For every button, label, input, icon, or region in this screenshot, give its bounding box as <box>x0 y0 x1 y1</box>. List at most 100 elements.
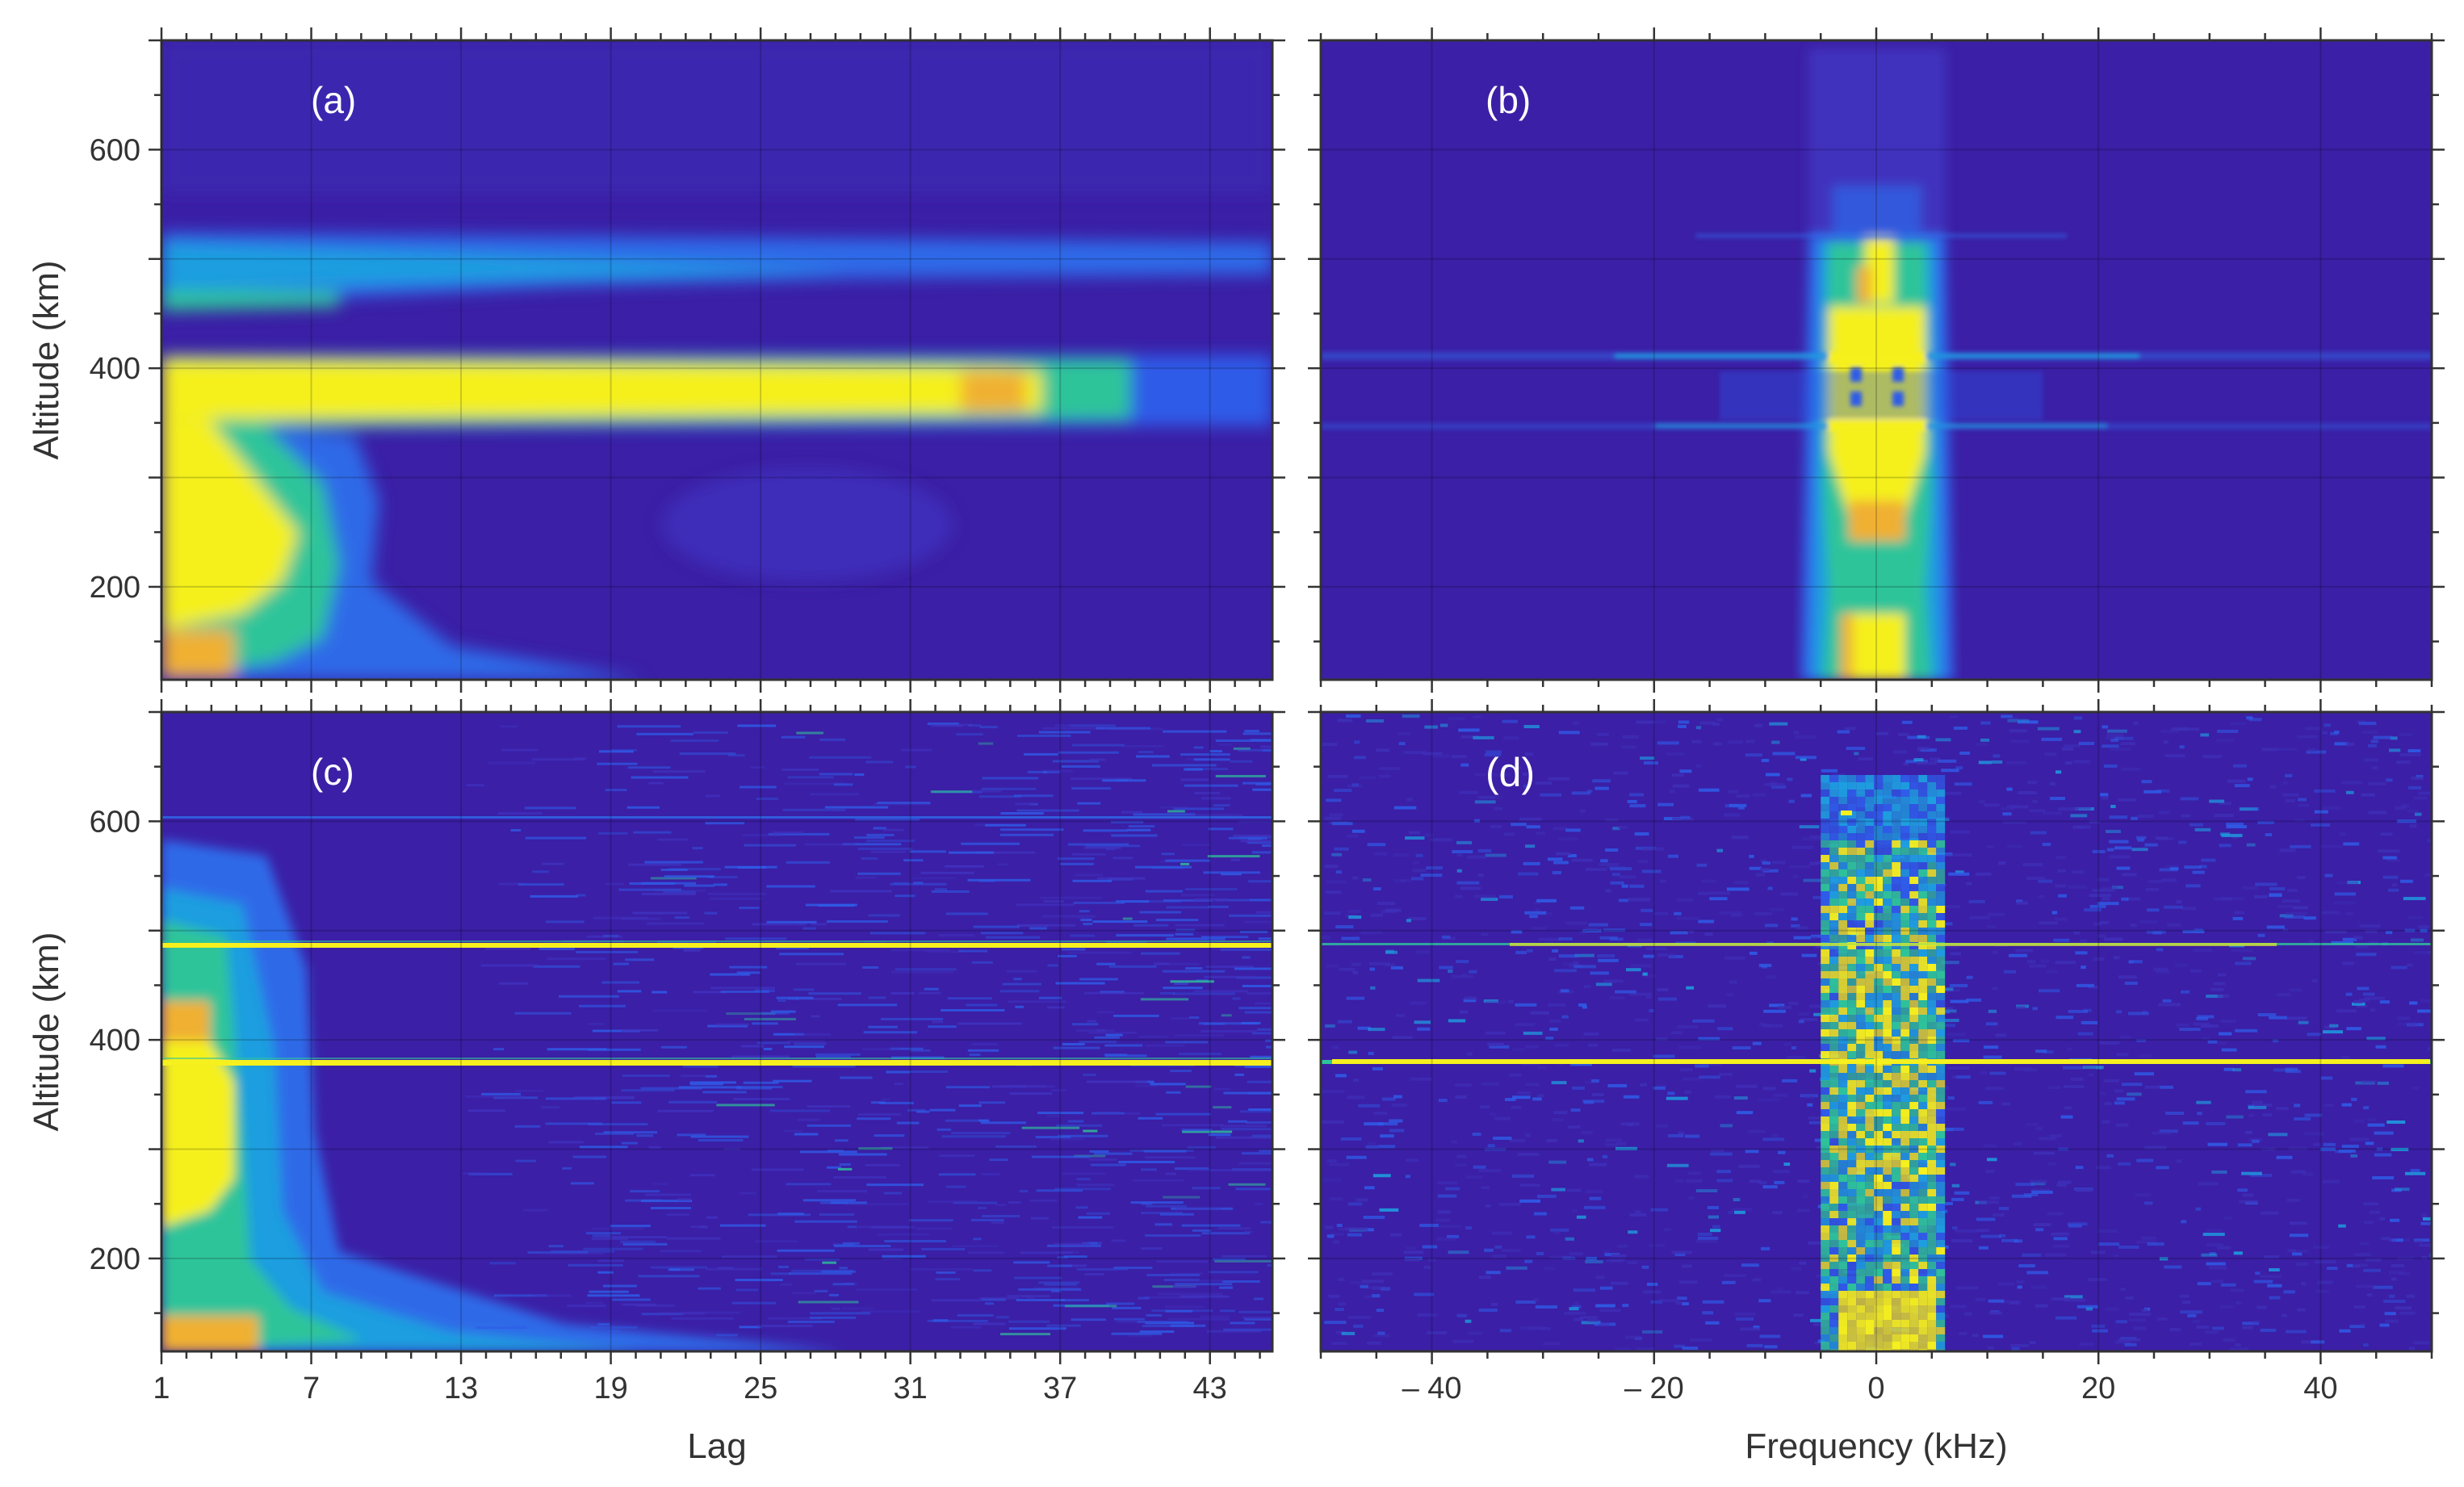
noise-streak <box>1228 1183 1266 1186</box>
noise-streak <box>890 1047 924 1050</box>
column-cell <box>1900 877 1910 884</box>
noise-streak <box>1076 1029 1116 1033</box>
noise-streak <box>1525 1045 1540 1049</box>
noise-streak <box>1063 1255 1087 1259</box>
noise-streak <box>1247 992 1272 995</box>
noise-streak <box>2227 779 2246 783</box>
noise-streak <box>1057 857 1095 861</box>
panel-d-noise <box>1321 714 2432 1351</box>
noise-streak <box>2001 1238 2018 1242</box>
noise-streak <box>1403 1250 1423 1255</box>
noise-streak <box>1978 1100 1993 1104</box>
noise-streak <box>1956 1286 1979 1290</box>
column-cell <box>1874 819 1884 826</box>
column-cell <box>1821 986 1830 993</box>
noise-streak <box>2073 730 2081 734</box>
noise-streak <box>1241 1152 1272 1155</box>
noise-streak <box>603 934 619 937</box>
noise-streak <box>2287 889 2298 893</box>
column-cell <box>1918 1066 1928 1073</box>
column-cell <box>1821 1044 1830 1051</box>
noise-streak <box>1754 723 1763 727</box>
noise-streak <box>833 783 853 786</box>
noise-streak <box>2261 1147 2277 1151</box>
noise-streak <box>2202 755 2223 759</box>
noise-streak <box>2374 1153 2392 1157</box>
column-cell <box>1909 826 1919 833</box>
noise-streak <box>1121 811 1143 814</box>
noise-streak <box>2113 956 2120 960</box>
noise-streak <box>893 882 909 885</box>
noise-streak <box>2049 781 2055 785</box>
noise-streak <box>1594 786 1609 790</box>
column-cell <box>1856 1218 1866 1225</box>
column-cell <box>1821 848 1830 855</box>
noise-streak <box>2176 1159 2182 1163</box>
x-tick-label: 0 <box>1867 1372 1884 1405</box>
noise-streak <box>690 1135 749 1138</box>
noise-streak <box>1964 1312 1972 1316</box>
noise-streak <box>2026 960 2036 964</box>
column-cell <box>1874 804 1884 811</box>
noise-streak <box>2389 1218 2400 1222</box>
noise-streak <box>1549 1019 1561 1023</box>
noise-streak <box>2389 748 2401 752</box>
noise-streak <box>1672 784 1690 788</box>
column-cell <box>1936 782 1946 790</box>
noise-streak <box>1181 1224 1241 1227</box>
column-cell <box>1821 826 1830 833</box>
noise-streak <box>2026 877 2045 881</box>
noise-streak <box>1920 748 1937 752</box>
noise-streak <box>1050 1137 1084 1141</box>
noise-streak <box>1390 966 1403 970</box>
noise-streak <box>2034 1304 2048 1308</box>
noise-streak <box>1046 1244 1101 1247</box>
column-cell <box>1892 790 1901 797</box>
noise-streak <box>1599 1309 1621 1313</box>
column-cell <box>1927 1000 1937 1007</box>
noise-streak <box>664 875 714 878</box>
noise-streak <box>2158 1003 2181 1007</box>
column-cell <box>1909 913 1919 920</box>
column-cell <box>1856 964 1866 971</box>
noise-streak <box>1696 863 1708 867</box>
noise-streak <box>1975 872 1992 876</box>
noise-streak <box>855 876 877 879</box>
column-cell <box>1918 797 1928 804</box>
noise-streak <box>786 861 830 864</box>
noise-streak <box>1553 827 1568 831</box>
noise-streak <box>782 808 846 811</box>
noise-streak <box>1092 920 1148 924</box>
column-cell <box>1883 1116 1892 1124</box>
noise-streak <box>2272 1039 2279 1043</box>
noise-streak <box>1615 990 1636 994</box>
noise-streak <box>2018 720 2039 724</box>
column-cell <box>1892 1131 1901 1138</box>
noise-streak <box>1092 1112 1141 1115</box>
column-cell <box>1874 1269 1884 1276</box>
column-cell <box>1918 1015 1928 1022</box>
noise-streak <box>1587 1318 1599 1322</box>
column-cell <box>1900 790 1910 797</box>
column-cell <box>1927 1284 1937 1291</box>
noise-streak <box>1238 1310 1272 1313</box>
column-cell <box>1874 869 1884 877</box>
column-cell <box>1900 782 1910 790</box>
noise-streak <box>1244 1317 1272 1321</box>
column-cell <box>1856 978 1866 986</box>
column-cell <box>1856 1320 1866 1327</box>
noise-streak <box>2214 897 2233 901</box>
column-cell <box>1856 840 1866 848</box>
noise-streak <box>1629 992 1652 996</box>
noise-streak <box>1674 1344 1685 1348</box>
noise-streak <box>2017 1285 2022 1289</box>
noise-streak <box>515 1159 536 1162</box>
column-cell <box>1900 1211 1910 1218</box>
column-cell <box>1865 848 1875 855</box>
noise-streak <box>1903 762 1909 766</box>
noise-streak <box>2093 957 2105 961</box>
column-cell <box>1909 1211 1919 1218</box>
y-tick-label: 600 <box>90 133 140 167</box>
noise-streak <box>1752 793 1766 797</box>
noise-streak <box>862 1048 899 1051</box>
